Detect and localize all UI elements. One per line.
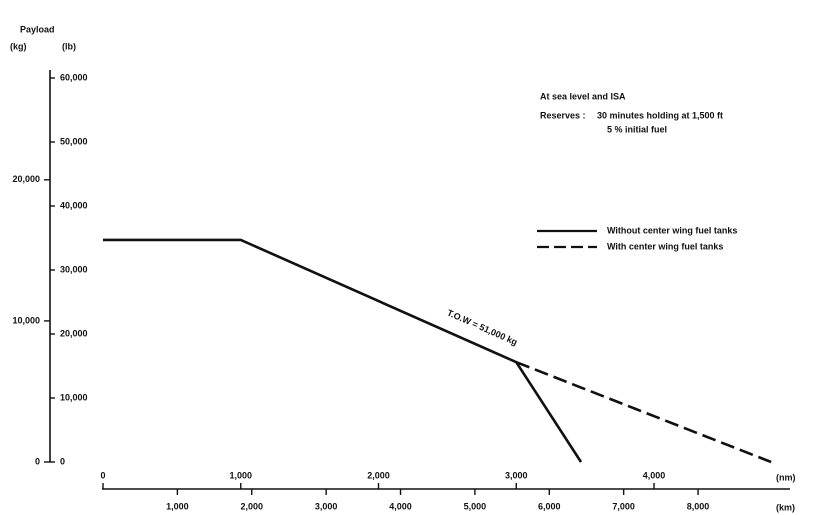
- series-line: [515, 360, 772, 464]
- y-tick-label: 60,000: [60, 72, 88, 82]
- annotation: At sea level and ISA: [540, 91, 626, 101]
- x2-tick-label: 7,000: [612, 501, 635, 511]
- x2-tick-label: 2,000: [240, 501, 263, 511]
- chart-title: Payload: [20, 24, 55, 34]
- x2-tick-label: 5,000: [464, 501, 487, 511]
- y2-tick-label: 20,000: [12, 174, 40, 184]
- y-tick-label: 10,000: [60, 392, 88, 402]
- x-tick-label: 4,000: [643, 470, 666, 480]
- y2-tick-label: 10,000: [12, 315, 40, 325]
- legend-label: With center wing fuel tanks: [607, 241, 723, 251]
- x-tick-label: 0: [100, 470, 105, 480]
- y-tick-label: 0: [60, 456, 65, 466]
- y-tick-label: 40,000: [60, 200, 88, 210]
- x2-tick-label: 8,000: [687, 501, 710, 511]
- x-tick-label: 1,000: [229, 470, 252, 480]
- y-tick-label: 20,000: [60, 328, 88, 338]
- x2-axis-label: (km): [776, 502, 795, 512]
- x2-tick-label: 1,000: [166, 501, 189, 511]
- x2-tick-label: 4,000: [389, 501, 412, 511]
- legend-label: Without center wing fuel tanks: [607, 225, 737, 235]
- y2-axis-label: (kg): [10, 41, 27, 51]
- x-axis-label: (nm): [776, 472, 796, 482]
- annotation: 5 % initial fuel: [607, 124, 667, 134]
- y2-tick-label: 0: [35, 456, 40, 466]
- y-tick-label: 50,000: [60, 136, 88, 146]
- x2-tick-label: 3,000: [315, 501, 338, 511]
- annotation: Reserves :: [540, 110, 586, 120]
- y-axis-label: (lb): [62, 41, 76, 51]
- annotation: 30 minutes holding at 1,500 ft: [597, 110, 723, 120]
- x2-tick-label: 6,000: [538, 501, 561, 511]
- annotation: T.O.W = 51,000 kg: [446, 308, 519, 348]
- series-line: [103, 238, 583, 463]
- y-tick-label: 30,000: [60, 264, 88, 274]
- x-tick-label: 2,000: [367, 470, 390, 480]
- x-tick-label: 3,000: [505, 470, 528, 480]
